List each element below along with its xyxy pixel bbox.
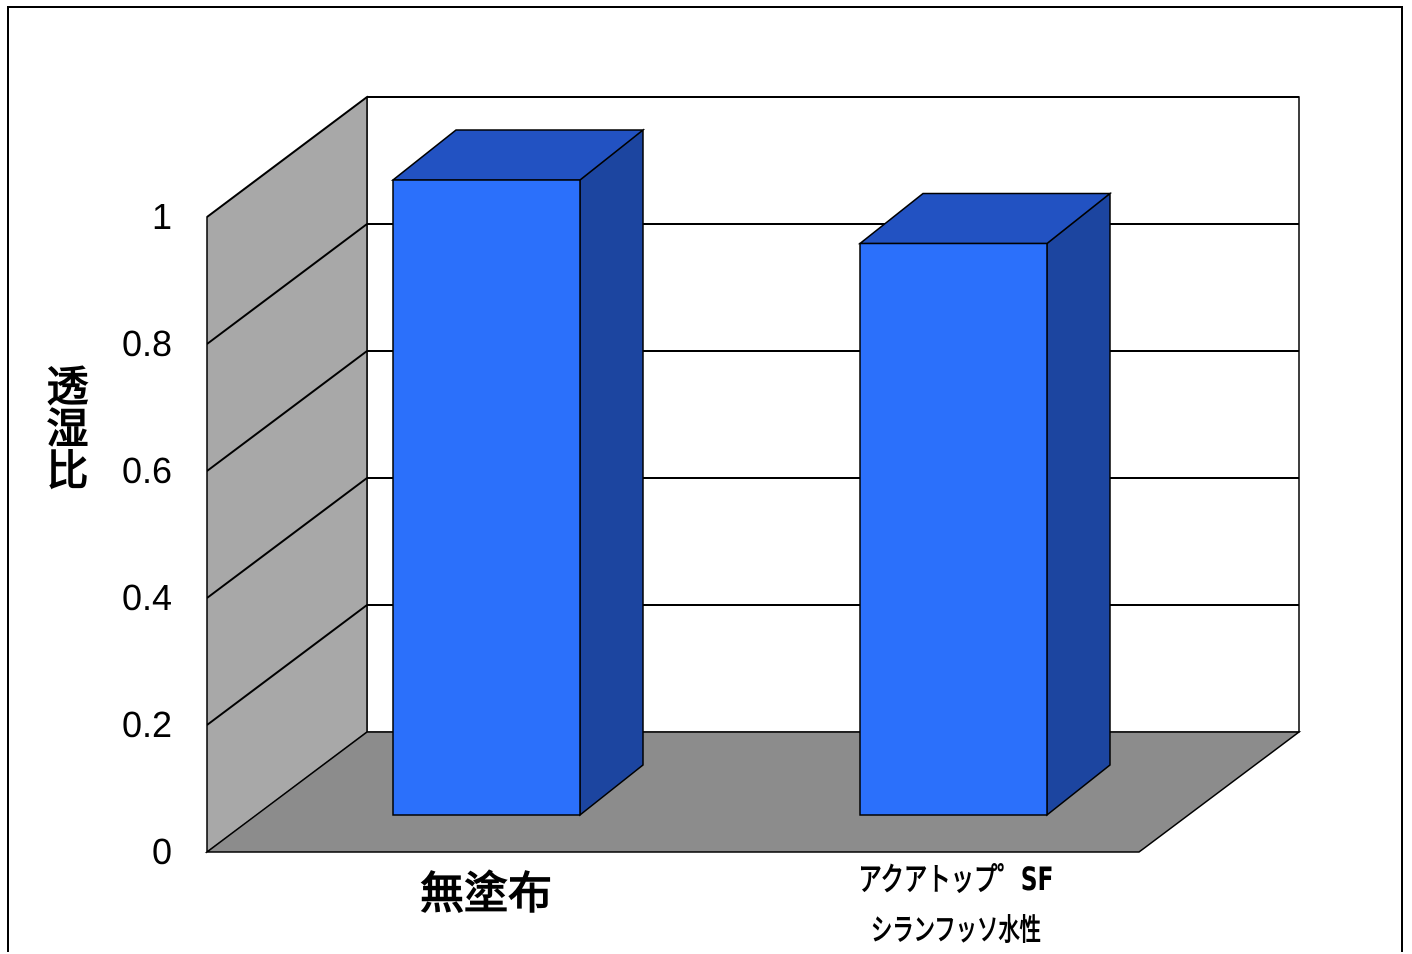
y-axis-ticks: 0 0.2 0.4 0.6 0.8 1 <box>122 196 172 872</box>
y-axis-label: 透湿比 <box>40 364 89 490</box>
side-wall <box>206 95 368 854</box>
y-tick-label: 0.4 <box>122 577 172 618</box>
y-tick-label: 0.2 <box>122 704 172 745</box>
gridline-side <box>206 604 368 726</box>
x-tick-label: アクアトップ゜SF <box>859 860 1054 898</box>
y-tick-label: 0 <box>152 831 172 872</box>
bar <box>392 179 581 816</box>
y-tick-label: 0.6 <box>122 450 172 491</box>
gridline-side <box>206 350 368 472</box>
floor <box>204 731 1302 853</box>
y-tick-label: 0.8 <box>122 323 172 364</box>
gridline-side <box>206 96 368 218</box>
gridline-side <box>206 477 368 599</box>
chart-walls <box>204 95 1302 854</box>
gridline-side <box>206 223 368 345</box>
y-tick-label: 1 <box>152 196 172 237</box>
bar-side <box>1046 191 1111 817</box>
chart-frame <box>7 6 1403 952</box>
x-tick-label: シランフッソ水性 <box>871 913 1041 948</box>
x-tick-label: 無塗布 <box>420 868 552 919</box>
bar <box>859 242 1048 816</box>
x-axis-labels: 無塗布 アクアトップ゜SF シランフッソ水性 <box>420 860 1054 948</box>
bar-side <box>579 128 644 817</box>
bars <box>390 128 1113 817</box>
